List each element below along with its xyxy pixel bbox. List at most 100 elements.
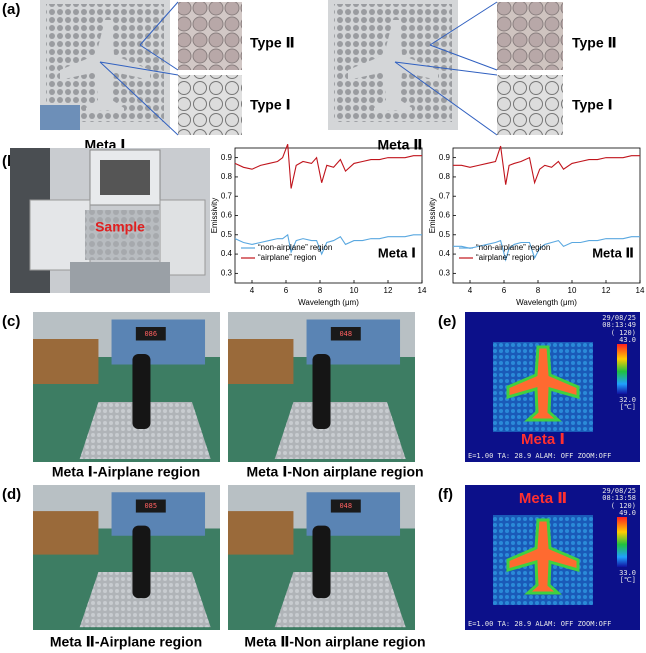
panel-label: (f) bbox=[438, 486, 453, 503]
x-tick-label: 12 bbox=[384, 286, 393, 295]
wooden-box bbox=[228, 339, 294, 384]
ir-min: 32.0 bbox=[619, 396, 636, 404]
y-tick-label: 0.7 bbox=[221, 191, 233, 200]
series-line bbox=[234, 233, 422, 256]
ir-status: E=1.00 TA: 28.9 ALAM: OFF ZOOM:OFF bbox=[468, 452, 611, 460]
meter-photo: 085 bbox=[33, 485, 220, 630]
probe bbox=[312, 525, 331, 599]
sample-dots bbox=[274, 402, 406, 459]
type-label: Type Ⅰ bbox=[250, 97, 291, 113]
y-tick-label: 0.5 bbox=[439, 230, 451, 239]
probe bbox=[132, 525, 151, 599]
y-tick-label: 0.8 bbox=[439, 172, 451, 181]
ir-unit: [℃] bbox=[620, 403, 636, 411]
ir-time: 08:13:49 bbox=[602, 321, 636, 329]
meter-display bbox=[330, 327, 361, 341]
y-tick-label: 0.3 bbox=[439, 268, 451, 277]
ir-time: 08:13:58 bbox=[602, 494, 636, 502]
ir-name: Meta Ⅰ bbox=[521, 431, 565, 448]
y-tick-label: 0.7 bbox=[439, 191, 451, 200]
ir-min: 33.0 bbox=[619, 569, 636, 577]
x-tick-label: 14 bbox=[418, 286, 427, 295]
y-tick-label: 0.4 bbox=[439, 249, 451, 258]
ir-date: 29/08/25 bbox=[602, 314, 636, 322]
y-tick-label: 0.6 bbox=[221, 211, 233, 220]
ir-range: ( 120) bbox=[611, 329, 636, 337]
meter-box bbox=[111, 319, 206, 365]
caption: Meta Ⅱ-Non airplane region bbox=[244, 634, 425, 650]
caption: Meta Ⅰ-Airplane region bbox=[52, 464, 200, 480]
probe bbox=[312, 354, 331, 429]
ir-range: ( 120) bbox=[611, 502, 636, 510]
meta1-photo bbox=[40, 0, 242, 136]
meter-display bbox=[135, 499, 166, 513]
caption: Meta Ⅱ bbox=[377, 137, 422, 153]
sample-dots bbox=[79, 402, 211, 459]
ir-unit: [℃] bbox=[620, 576, 636, 584]
meter-photo: 048 bbox=[228, 312, 415, 462]
sample-dots bbox=[274, 572, 406, 628]
x-tick-label: 8 bbox=[536, 286, 541, 295]
x-axis-title: Wavelength (μm) bbox=[516, 298, 577, 307]
legend-label: “airplane” region bbox=[476, 253, 534, 262]
type-label: Type Ⅱ bbox=[572, 35, 617, 51]
type-label: Type Ⅰ bbox=[572, 97, 613, 113]
instrument-photo bbox=[10, 148, 210, 293]
plot-frame bbox=[234, 147, 423, 284]
meter-display bbox=[330, 499, 361, 513]
x-tick-label: 4 bbox=[468, 286, 473, 295]
panel-label: (d) bbox=[2, 486, 21, 503]
x-axis-title: Wavelength (μm) bbox=[298, 298, 359, 307]
series-line bbox=[453, 145, 640, 185]
wooden-box bbox=[33, 511, 99, 555]
x-tick-label: 14 bbox=[636, 286, 645, 295]
meter-photo: 086 bbox=[33, 312, 220, 462]
panel-label: (c) bbox=[2, 313, 20, 330]
series-line bbox=[453, 236, 640, 262]
meter-display bbox=[135, 327, 166, 341]
ir-scale bbox=[617, 344, 627, 394]
ir-max: 43.0 bbox=[619, 336, 636, 344]
caption: Meta Ⅰ-Non airplane region bbox=[246, 464, 423, 480]
meter-photo: 048 bbox=[228, 485, 415, 630]
y-tick-label: 0.5 bbox=[221, 230, 233, 239]
meter-box bbox=[111, 492, 206, 536]
ir-max: 49.0 bbox=[619, 509, 636, 517]
y-axis-title: Emissivity bbox=[428, 198, 437, 234]
y-tick-label: 0.6 bbox=[439, 211, 451, 220]
panel-label: (e) bbox=[438, 313, 456, 330]
meter-reading: 048 bbox=[339, 502, 352, 510]
photo-label: Sample bbox=[95, 219, 145, 235]
x-tick-label: 12 bbox=[602, 286, 611, 295]
ir-date: 29/08/25 bbox=[602, 487, 636, 495]
legend-label: “non-airplane” region bbox=[476, 243, 550, 252]
ir-status: E=1.00 TA: 28.9 ALAM: OFF ZOOM:OFF bbox=[468, 620, 611, 628]
meter-reading: 085 bbox=[144, 502, 157, 510]
x-tick-label: 10 bbox=[568, 286, 577, 295]
chart: 4 6 8 10 12 14 0.3 0.4 0.5 0.6 0.7 0.8 0.9 Wavelength… bbox=[210, 143, 427, 307]
panel-label: (a) bbox=[2, 1, 20, 18]
x-tick-label: 6 bbox=[502, 286, 507, 295]
chart: 4 6 8 10 12 14 0.3 0.4 0.5 0.6 0.7 0.8 0.9 Wavelength… bbox=[428, 145, 645, 307]
sample-dots bbox=[79, 572, 211, 628]
type-label: Type Ⅱ bbox=[250, 35, 295, 51]
ir-airplane bbox=[506, 345, 580, 422]
legend-label: “non-airplane” region bbox=[258, 243, 332, 252]
y-axis-title: Emissivity bbox=[210, 198, 219, 234]
y-tick-label: 0.9 bbox=[221, 153, 233, 162]
series-line bbox=[234, 143, 422, 189]
meter-reading: 048 bbox=[339, 330, 352, 338]
x-tick-label: 4 bbox=[250, 286, 255, 295]
legend-label: “airplane” region bbox=[258, 253, 316, 262]
ir-scale bbox=[617, 517, 627, 567]
y-tick-label: 0.3 bbox=[221, 268, 233, 277]
y-tick-label: 0.4 bbox=[221, 249, 233, 258]
plot-frame bbox=[452, 147, 641, 284]
y-tick-label: 0.9 bbox=[439, 153, 451, 162]
x-tick-label: 6 bbox=[284, 286, 289, 295]
ir-airplane bbox=[506, 518, 580, 595]
y-tick-label: 0.8 bbox=[221, 172, 233, 181]
